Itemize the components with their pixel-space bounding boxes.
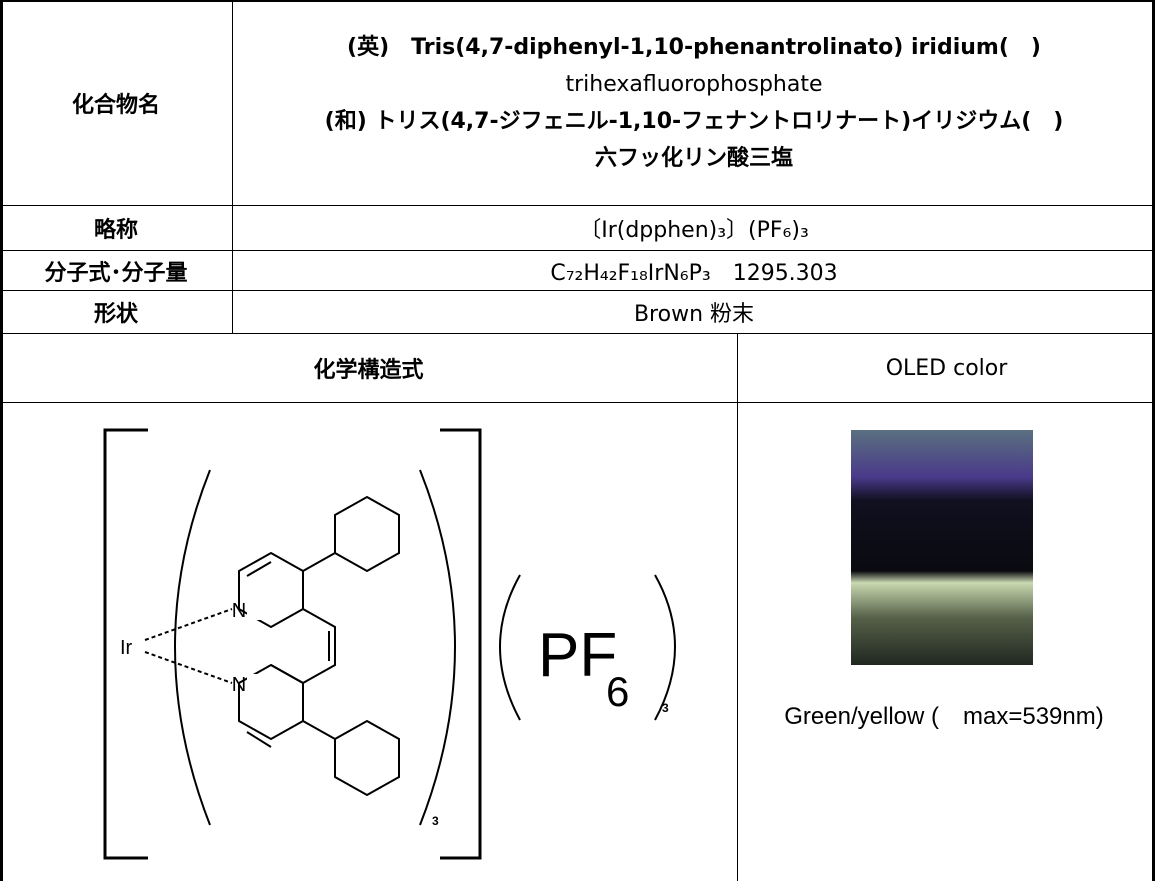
value: 〔Ir(dpphen)₃〕(PF₆)₃ [579,218,809,243]
label: 略称 [93,218,138,243]
count: 3 [662,701,669,715]
value: Brown 粉末 [633,302,755,327]
compound-name: (英) Tris(4,7-diphenyl-1,10-phenantrolina… [233,0,1155,205]
atom: Ir [120,637,133,659]
atom: N [232,674,246,696]
bonds [103,428,676,860]
atom: N [232,600,246,622]
name-line: (英) Tris(4,7-diphenyl-1,10-phenantrolina… [347,34,1041,60]
count: 3 [432,814,439,828]
name-line: (和) トリス(4,7-ジフェニル-1,10-フェナントロリナート)イリジウム(… [324,108,1064,134]
name-line: trihexafluorophosphate [565,71,823,97]
header: OLED color [885,355,1008,381]
caption: Green/yellow ( max=539nm) [784,703,1103,730]
header: 化学構造式 [313,358,424,383]
label: 化合物名 [71,92,160,118]
photo [851,430,1033,665]
anion: PF [538,621,617,690]
value: C₇₂H₄₂F₁₈IrN₆P₃ 1295.303 [550,260,838,286]
label: 形状 [93,302,138,327]
anion-sub: 6 [606,668,629,715]
label: 分子式･分子量 [44,260,188,286]
name-line: 六フッ化リン酸三塩 [594,145,793,171]
